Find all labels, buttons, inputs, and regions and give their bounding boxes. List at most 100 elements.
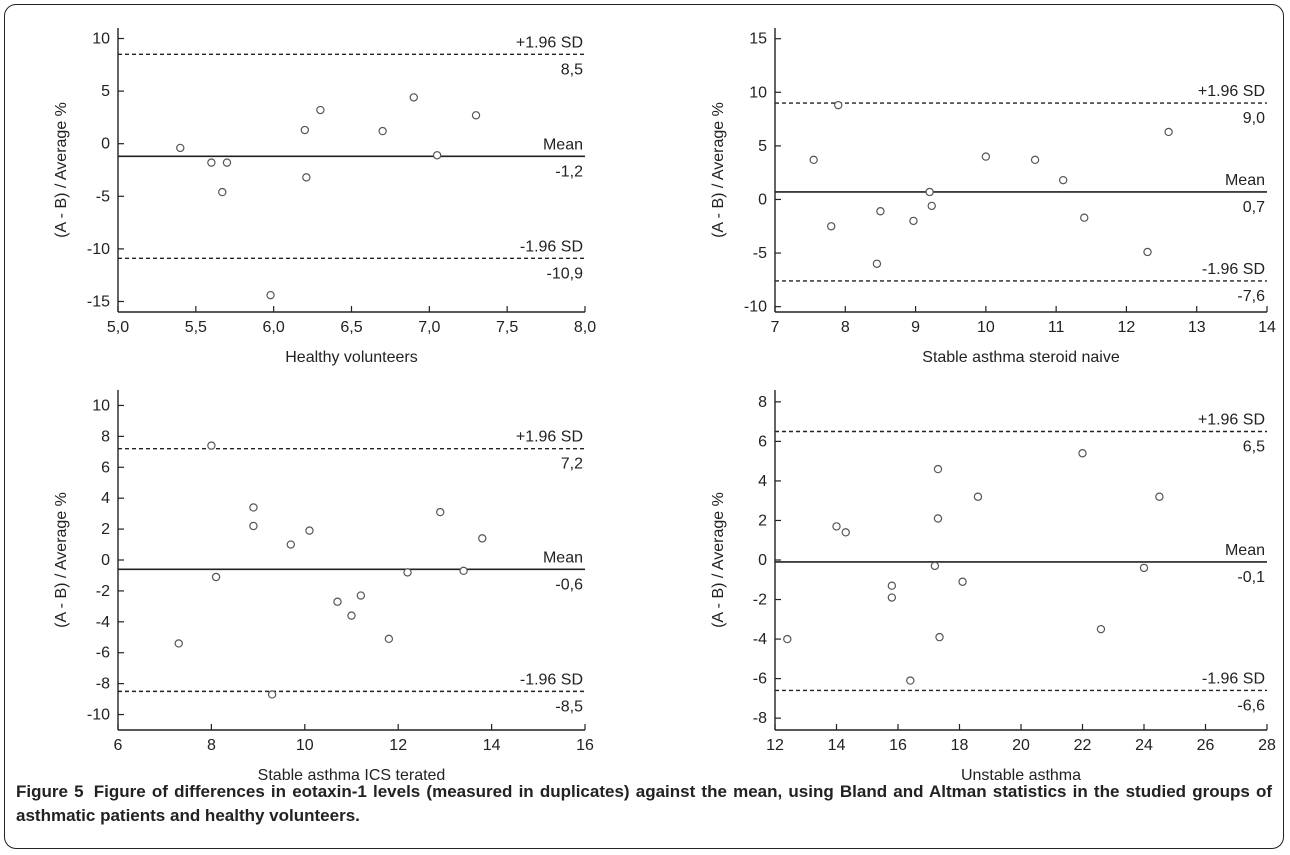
data-point <box>478 534 487 543</box>
data-point <box>403 568 412 577</box>
y-tick-label: 5 <box>758 138 767 155</box>
x-tick-label: 12 <box>389 737 407 754</box>
y-tick-label: 2 <box>101 521 110 538</box>
data-point <box>933 514 943 523</box>
data-point <box>1139 563 1149 573</box>
y-axis-label: (A - B) / Average % <box>710 102 727 238</box>
data-point <box>887 581 897 590</box>
y-tick-label: -15 <box>87 293 110 310</box>
x-tick-label: 5,0 <box>107 319 129 336</box>
data-point <box>211 572 221 582</box>
chart-panel-4: 12 14 16 18 20 22 24 26 2886420-2-4-6-8Unstable … <box>710 390 1276 780</box>
y-tick-label: 0 <box>101 552 110 569</box>
reference-line-label: Mean <box>543 549 583 566</box>
data-point <box>887 593 897 602</box>
data-point <box>1058 175 1068 185</box>
x-axis-label: Healthy volunteers <box>285 349 418 366</box>
data-point <box>827 222 836 231</box>
x-tick-label: 16 <box>576 737 594 754</box>
data-point <box>930 561 940 571</box>
data-point <box>935 632 944 642</box>
x-tick-label: 7,0 <box>418 319 440 336</box>
x-axis-label: Stable asthma steroid naive <box>922 349 1120 366</box>
x-tick-label: 12 <box>766 737 784 754</box>
data-point <box>973 492 983 501</box>
reference-line-label: Mean <box>1225 172 1265 189</box>
data-point <box>909 216 918 226</box>
x-tick-label: 8,0 <box>574 319 596 336</box>
y-tick-label: 8 <box>101 428 110 445</box>
data-point <box>174 639 183 648</box>
reference-line-value: 9,0 <box>1243 110 1265 127</box>
x-tick-label: 14 <box>483 737 501 754</box>
reference-line-label: +1.96 SD <box>1198 412 1265 429</box>
data-point <box>783 634 792 644</box>
data-point <box>927 201 936 211</box>
data-point <box>207 441 216 450</box>
y-tick-label: 15 <box>749 31 767 48</box>
y-tick-label: -2 <box>753 592 767 609</box>
reference-line-value: -7,6 <box>1237 288 1265 305</box>
reference-line-label: +1.96 SD <box>1198 83 1265 100</box>
x-tick-label: 12 <box>1118 319 1136 336</box>
x-tick-label: 10 <box>977 319 995 336</box>
reference-line-label: -1.96 SD <box>520 671 583 688</box>
y-tick-label: 10 <box>92 31 110 48</box>
y-tick-label: 6 <box>101 459 110 476</box>
data-point <box>933 464 943 474</box>
x-tick-label: 22 <box>1074 737 1092 754</box>
data-point <box>1030 155 1040 165</box>
data-point <box>222 158 232 167</box>
data-point <box>249 521 258 531</box>
reference-line-value: -0,6 <box>555 576 583 593</box>
x-tick-label: 9 <box>911 319 920 336</box>
reference-line-value: 8,5 <box>561 61 583 78</box>
data-point <box>409 93 418 102</box>
data-point <box>459 566 468 576</box>
y-tick-label: -8 <box>753 710 767 727</box>
figure-caption: Figure 5 Figure of differences in eotaxi… <box>16 780 1272 828</box>
reference-line-label: -1.96 SD <box>1202 261 1265 278</box>
data-point <box>333 597 342 606</box>
y-tick-label: 5 <box>101 83 110 100</box>
y-tick-label: -10 <box>744 299 767 316</box>
data-point <box>809 155 818 165</box>
x-tick-label: 8 <box>207 737 216 754</box>
x-tick-label: 24 <box>1135 737 1153 754</box>
reference-line-value: -10,9 <box>547 265 584 282</box>
chart-panel-1: 5,0 5,5 6,0 6,5 7,0 7,5 8,0 10 5 0 -5 -10 -15 Healthy… <box>53 28 596 366</box>
y-tick-label: 4 <box>101 490 110 507</box>
y-tick-label: 2 <box>758 512 767 529</box>
y-tick-label: 6 <box>758 433 767 450</box>
y-tick-label: -10 <box>87 707 110 724</box>
data-point <box>925 187 934 197</box>
x-axis-label: Stable asthma ICS terated <box>258 767 446 780</box>
y-tick-label: 0 <box>758 191 767 208</box>
y-tick-label: -8 <box>96 676 110 693</box>
reference-line-value: -8,5 <box>555 698 583 715</box>
x-tick-label: 11 <box>1048 319 1065 336</box>
x-tick-label: 6,0 <box>263 319 285 336</box>
data-point <box>1096 624 1106 634</box>
data-point <box>302 173 311 182</box>
plots-canvas: 5,0 5,5 6,0 6,5 7,0 7,5 8,0 10 5 0 -5 -10 -15 Healthy… <box>53 28 1276 780</box>
reference-line-label: Mean <box>543 136 583 153</box>
x-tick-label: 5,5 <box>185 319 207 336</box>
data-point <box>305 526 314 535</box>
reference-line-label: Mean <box>1225 542 1265 559</box>
data-point <box>1155 492 1164 501</box>
y-axis-label: (A - B) / Average % <box>53 102 70 238</box>
x-tick-label: 16 <box>889 737 907 754</box>
y-tick-label: -4 <box>96 614 110 631</box>
reference-line-value: -0,1 <box>1237 569 1265 586</box>
x-tick-label: 7 <box>771 319 780 336</box>
data-point <box>218 187 227 197</box>
data-point <box>266 290 275 300</box>
data-point <box>841 528 850 537</box>
x-tick-label: 26 <box>1197 737 1215 754</box>
y-tick-label: -5 <box>753 245 767 262</box>
y-tick-label: 10 <box>749 84 767 101</box>
reference-line-value: -1,2 <box>555 163 583 180</box>
data-point <box>249 503 258 512</box>
data-point <box>471 111 481 120</box>
